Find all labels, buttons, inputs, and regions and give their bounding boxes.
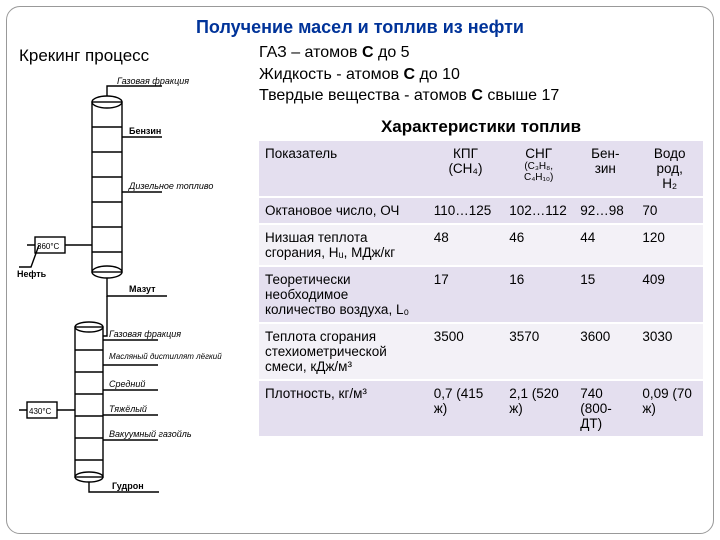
svg-text:430°C: 430°C — [29, 407, 52, 416]
right-column: ГАЗ – атомов С до 5 Жидкость - атомов С … — [247, 42, 703, 502]
header-kpg: КПГ (CH₄) — [428, 141, 503, 197]
svg-text:Нефть: Нефть — [17, 269, 47, 279]
svg-text:Средний: Средний — [109, 379, 145, 389]
table-row: Октановое число, ОЧ 110…125 102…112 92…9… — [259, 197, 703, 224]
cracking-subtitle: Крекинг процесс — [17, 42, 247, 72]
table-header-row: Показатель КПГ (CH₄) СНГ (C₃H₈, C₄H₁₀) Б… — [259, 141, 703, 197]
header-indicator: Показатель — [259, 141, 428, 197]
fuel-characteristics-title: Характеристики топлив — [259, 113, 703, 141]
header-benzin: Бен- зин — [574, 141, 636, 197]
cracking-diagram: Газовая фракция Бензин Дизельное топливо… — [17, 72, 247, 502]
svg-text:Мазут: Мазут — [129, 284, 156, 294]
svg-text:Вакуумный газойль: Вакуумный газойль — [109, 429, 192, 439]
svg-text:Газовая фракция: Газовая фракция — [109, 329, 181, 339]
svg-text:Дизельное топливо: Дизельное топливо — [128, 181, 213, 191]
header-hydrogen: Водо род, Н₂ — [636, 141, 703, 197]
left-column: Крекинг процесс — [17, 42, 247, 502]
table-row: Теплота сгорания стехиометрической смеси… — [259, 323, 703, 380]
svg-text:Тяжёлый: Тяжёлый — [109, 404, 147, 414]
slide-title: Получение масел и топлив из нефти — [7, 7, 713, 38]
svg-text:Гудрон: Гудрон — [112, 481, 144, 491]
table-row: Низшая теплота сгорания, Hᵤ, МДж/кг 48 4… — [259, 224, 703, 266]
header-sng: СНГ (C₃H₈, C₄H₁₀) — [503, 141, 574, 197]
slide-frame: Получение масел и топлив из нефти Крекин… — [6, 6, 714, 534]
svg-text:Бензин: Бензин — [129, 126, 161, 136]
svg-text:360°C: 360°C — [37, 242, 60, 251]
table-row: Плотность, кг/м³ 0,7 (415 ж) 2,1 (520 ж)… — [259, 380, 703, 437]
table-row: Теоретически необходимое количество возд… — [259, 266, 703, 323]
svg-text:Масляный дистиллят лёгкий: Масляный дистиллят лёгкий — [109, 352, 222, 361]
fuel-table: Показатель КПГ (CH₄) СНГ (C₃H₈, C₄H₁₀) Б… — [259, 141, 703, 438]
svg-text:Газовая фракция: Газовая фракция — [117, 76, 189, 86]
carbon-atom-lines: ГАЗ – атомов С до 5 Жидкость - атомов С … — [259, 42, 703, 113]
content-row: Крекинг процесс — [7, 38, 713, 512]
table-body: Октановое число, ОЧ 110…125 102…112 92…9… — [259, 197, 703, 437]
